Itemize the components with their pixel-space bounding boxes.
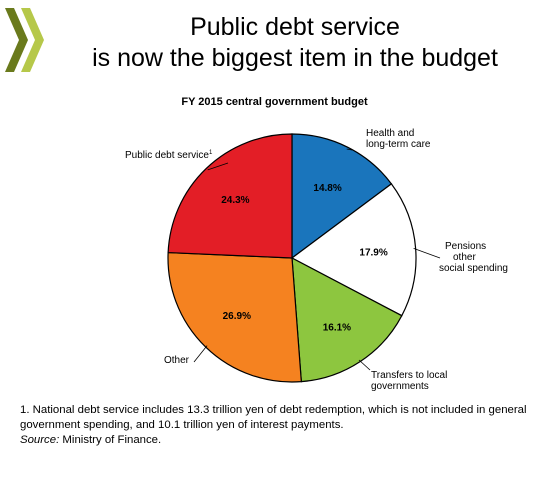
value-labels: 14.8% 17.9% 16.1% 26.9% 24.3%: [221, 183, 388, 333]
value-label-public-debt-service: 24.3%: [221, 195, 249, 206]
category-label-pensions-other-social-spending: Pensions other social spending: [439, 241, 508, 274]
pie-slices: [167, 133, 417, 383]
leader-lines: [193, 148, 441, 371]
chart-title: FY 2015 central government budget: [181, 96, 368, 108]
logo-chevron-light-icon: [21, 8, 44, 72]
value-label-health-and-long-term-care: 14.8%: [313, 183, 341, 194]
leader-line-other: [193, 345, 208, 363]
footnote-1: 1. National debt service includes 13.3 t…: [20, 404, 527, 431]
category-labels: Health and long-term care Pensions other soc…: [125, 128, 508, 392]
leader-line-public-debt-service: [207, 162, 229, 171]
value-label-pensions-other-social-spending: 17.9%: [359, 248, 387, 259]
value-label-transfers-to-local-governments: 16.1%: [323, 322, 351, 333]
source-note: Source: Ministry of Finance.: [20, 433, 542, 448]
pie-slice-health-and-long-term-care: [291, 133, 393, 260]
category-label-transfers-to-local-governments: Transfers to local governments: [371, 370, 447, 392]
footnotes: 1. National debt service includes 13.3 t…: [20, 403, 542, 448]
oecd-logo-icon: [5, 8, 44, 72]
category-label-other: Other: [164, 355, 190, 366]
leader-line-pensions-other-social-spending: [413, 248, 441, 259]
source-label: Source:: [20, 434, 60, 446]
category-label-public-debt-service: Public debt service1: [125, 150, 213, 161]
title-line-2: is now the biggest item in the budget: [92, 44, 498, 72]
pie-slice-public-debt-service: [167, 133, 293, 259]
leader-line-transfers-to-local-governments: [358, 359, 371, 371]
title-line-1: Public debt service: [190, 13, 400, 41]
leader-line-health-and-long-term-care: [346, 148, 353, 151]
pie-slice-transfers-to-local-governments: [291, 256, 403, 383]
page-title: Public debt service is now the biggest i…: [60, 12, 530, 74]
logo-chevron-dark-icon: [5, 8, 28, 72]
pie-chart: 14.8% 17.9% 16.1% 26.9% 24.3% Health and long…: [125, 128, 508, 392]
pie-slice-pensions-other-social-spending: [290, 183, 417, 317]
value-label-other: 26.9%: [223, 311, 251, 322]
source-text: Ministry of Finance.: [59, 434, 162, 446]
category-label-health-and-long-term-care: Health and long-term care: [366, 128, 431, 150]
